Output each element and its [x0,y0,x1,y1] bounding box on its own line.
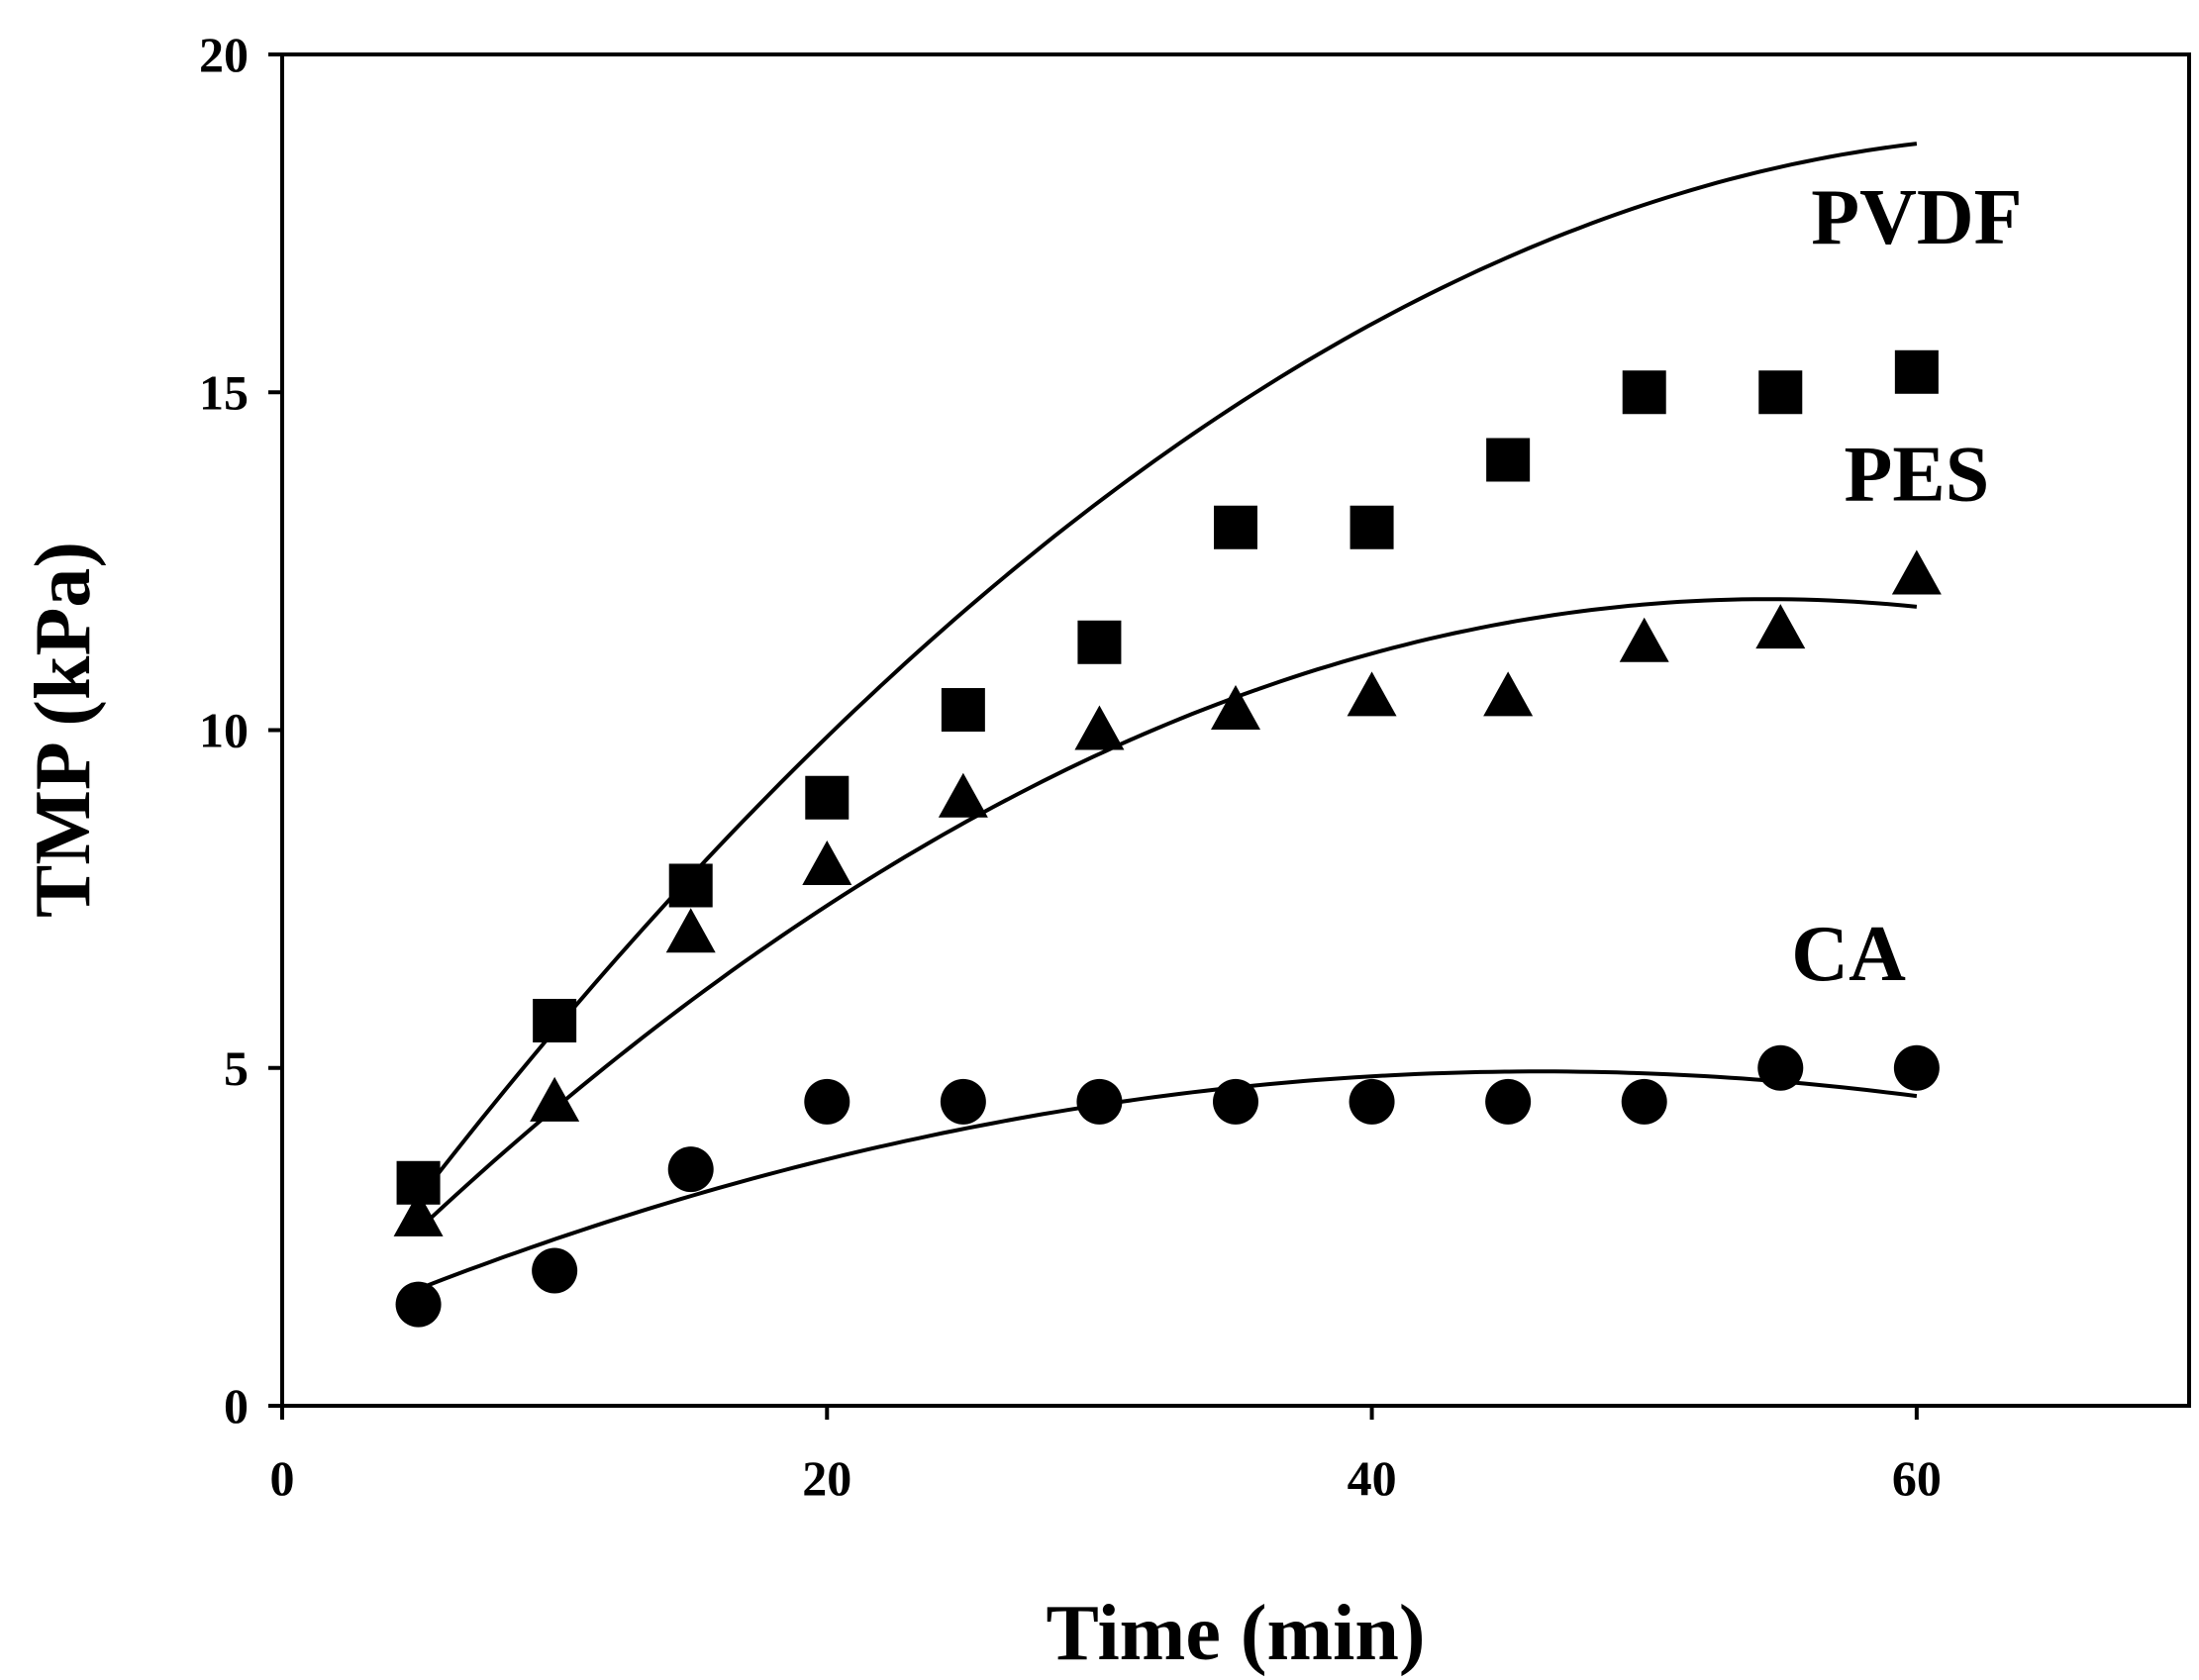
ca-point [532,1247,578,1294]
ca-point [940,1078,986,1125]
pvdf-point [668,863,713,908]
ca-point [1893,1044,1940,1091]
y-axis-title: TMP (kPa) [20,542,107,918]
x-tick-label: 60 [1892,1450,1942,1506]
y-tick-label: 20 [199,27,249,82]
pvdf-point [1486,438,1531,482]
pes-point [530,1076,580,1122]
pvdf-point [1077,620,1122,664]
pes-point [802,840,852,885]
pes-fit-line [417,597,1918,1232]
data-markers [393,349,1942,1328]
ca-point [804,1078,850,1125]
pvdf-series-label: PVDF [1811,174,2022,261]
ca-point [667,1146,714,1193]
pes-series-label: PES [1844,431,1989,518]
pvdf-point [805,775,850,820]
pvdf-point [1349,505,1394,549]
y-tick-label: 15 [199,364,249,420]
ca-fit-line [417,1069,1918,1291]
ca-point [1485,1078,1532,1125]
pes-point [393,1191,444,1236]
pes-point [938,772,988,818]
ca-point [1621,1078,1667,1125]
ca-point [395,1281,442,1328]
x-tick-label: 20 [802,1450,851,1506]
x-axis-title: Time (min) [1047,1590,1426,1677]
pvdf-point [941,688,985,733]
pes-point [1891,549,1942,595]
y-tick-label: 10 [199,703,249,758]
pes-point [1619,617,1669,662]
pvdf-point [1758,370,1803,415]
pvdf-point [1622,370,1666,415]
ca-point [1757,1044,1804,1091]
pes-point [1211,685,1260,731]
ca-point [1213,1078,1258,1125]
x-tick-label: 40 [1348,1450,1397,1506]
pvdf-fit-line [417,142,1918,1201]
pvdf-point [533,998,577,1042]
x-axis: 0 20 40 60 [270,1406,1942,1506]
y-axis: 0 5 10 15 20 [199,27,282,1433]
ca-point [1349,1078,1395,1125]
ca-series-label: CA [1791,911,1906,998]
y-tick-label: 0 [224,1378,249,1433]
x-tick-label: 0 [270,1450,295,1506]
pes-point [1483,671,1534,717]
y-tick-label: 5 [224,1040,249,1096]
pes-point [1755,604,1806,649]
pes-point [1347,671,1397,717]
fit-lines [417,142,1918,1291]
series-labels: PVDF PES CA [1791,174,2022,998]
pes-point [1074,705,1125,750]
ca-point [1076,1078,1123,1125]
pes-point [665,908,716,953]
pvdf-point [1894,349,1939,394]
pvdf-point [1214,505,1257,549]
